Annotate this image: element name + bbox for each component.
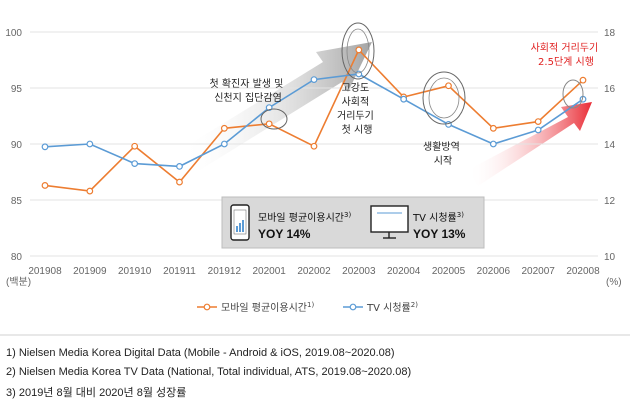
legend: 모바일 평균이용시간1) TV 시청률2) [197, 301, 418, 314]
x-tick-label: 201909 [73, 266, 107, 277]
x-tick-label: 202005 [432, 266, 466, 277]
x-tick-label: 202003 [342, 266, 376, 277]
data-point-tv [131, 160, 139, 168]
right-tick-label: 16 [604, 84, 616, 95]
daily-circle-inner [428, 77, 460, 119]
x-axis-ticks: 201908 201909 201910 201911 201912 202001 2020… [28, 266, 600, 277]
x-tick-label: 201910 [118, 266, 152, 277]
phone-icon [230, 204, 250, 241]
left-axis-unit: (백분) [6, 276, 31, 288]
data-point-tv [41, 143, 49, 151]
data-point-mobile [176, 178, 183, 186]
right-tick-label: 18 [604, 28, 616, 39]
left-tick-label: 90 [11, 140, 23, 151]
x-tick-label: 202008 [566, 266, 600, 277]
right-tick-label: 10 [604, 252, 616, 263]
legend-mobile-label: 모바일 평균이용시간1) [221, 301, 314, 314]
legend-mobile-marker [203, 303, 211, 311]
left-tick-label: 85 [11, 196, 23, 207]
annotation-daily: 생활방역 시작 [423, 140, 463, 167]
data-point-mobile [489, 124, 497, 132]
x-tick-label: 201912 [208, 266, 242, 277]
right-tick-label: 12 [604, 196, 616, 207]
data-point-tv [220, 140, 228, 148]
left-tick-label: 100 [5, 28, 22, 39]
covid-first-circle [260, 108, 288, 130]
data-point-mobile [579, 76, 587, 84]
x-tick-label: 201908 [28, 266, 62, 277]
footnote-3: 3) 2019년 8월 대비 2020년 8월 성장률 [6, 387, 187, 399]
data-point-tv [176, 162, 183, 170]
x-tick-label: 202007 [521, 266, 555, 277]
summary-tv-value: YOY 13% [413, 227, 466, 241]
data-point-mobile [265, 120, 273, 128]
annotation-distancing: 고강도 사회적 거리두기 첫 시행 [337, 82, 377, 136]
legend-tv-label: TV 시청률2) [366, 301, 418, 314]
data-point-tv [489, 140, 497, 148]
x-tick-label: 202001 [252, 266, 286, 277]
x-tick-label: 201911 [163, 266, 196, 277]
left-axis-ticks: 80 85 90 95 100 [5, 28, 22, 263]
x-tick-label: 202004 [387, 266, 421, 277]
series-layer [41, 46, 587, 195]
line-chart: 80 85 90 95 100 10 12 14 16 18 201908 201909 20191… [0, 22, 630, 336]
data-point-mobile [220, 124, 228, 132]
data-point-mobile [41, 182, 49, 189]
x-tick-label: 202002 [297, 266, 331, 277]
legend-tv-marker [349, 303, 357, 311]
summary-tv-label: TV 시청률3) [412, 211, 464, 224]
left-tick-label: 95 [11, 84, 23, 95]
summary-mobile-value: YOY 14% [258, 227, 311, 241]
footnote-1: 1) Nielsen Media Korea Digital Data (Mob… [6, 347, 395, 359]
summary-mobile-label: 모바일 평균이용시간3) [258, 211, 351, 224]
upward-trend-arrow [180, 42, 372, 170]
data-point-mobile [131, 142, 139, 150]
daily-circle [422, 71, 466, 125]
right-axis-ticks: 10 12 14 16 18 [604, 28, 616, 263]
left-tick-label: 80 [11, 252, 23, 263]
summary-box: 모바일 평균이용시간3) YOY 14% TV 시청률3) YOY 13% [221, 196, 485, 249]
annotation-covid-first: 첫 확진자 발생 및 신천지 집단감염 [209, 78, 286, 104]
data-point-tv [534, 126, 542, 134]
x-tick-label: 202006 [477, 266, 511, 277]
data-point-mobile [310, 142, 318, 150]
distancing-circle-inner [346, 28, 370, 74]
right-tick-label: 14 [604, 140, 616, 151]
data-point-tv [310, 76, 318, 83]
right-axis-unit: (%) [606, 277, 622, 288]
data-point-mobile [445, 82, 452, 90]
data-point-mobile [86, 187, 94, 195]
tv-icon [370, 205, 409, 239]
data-point-tv [400, 95, 408, 103]
annotation-level25: 사회적 거리두기 2.5단계 시행 [531, 42, 602, 68]
data-point-mobile [534, 118, 542, 125]
footnote-2: 2) Nielsen Media Korea TV Data (National… [6, 366, 412, 378]
level25-circle [562, 79, 584, 109]
data-point-mobile [355, 46, 363, 54]
data-point-tv [86, 140, 94, 148]
distancing-circle [341, 22, 375, 80]
